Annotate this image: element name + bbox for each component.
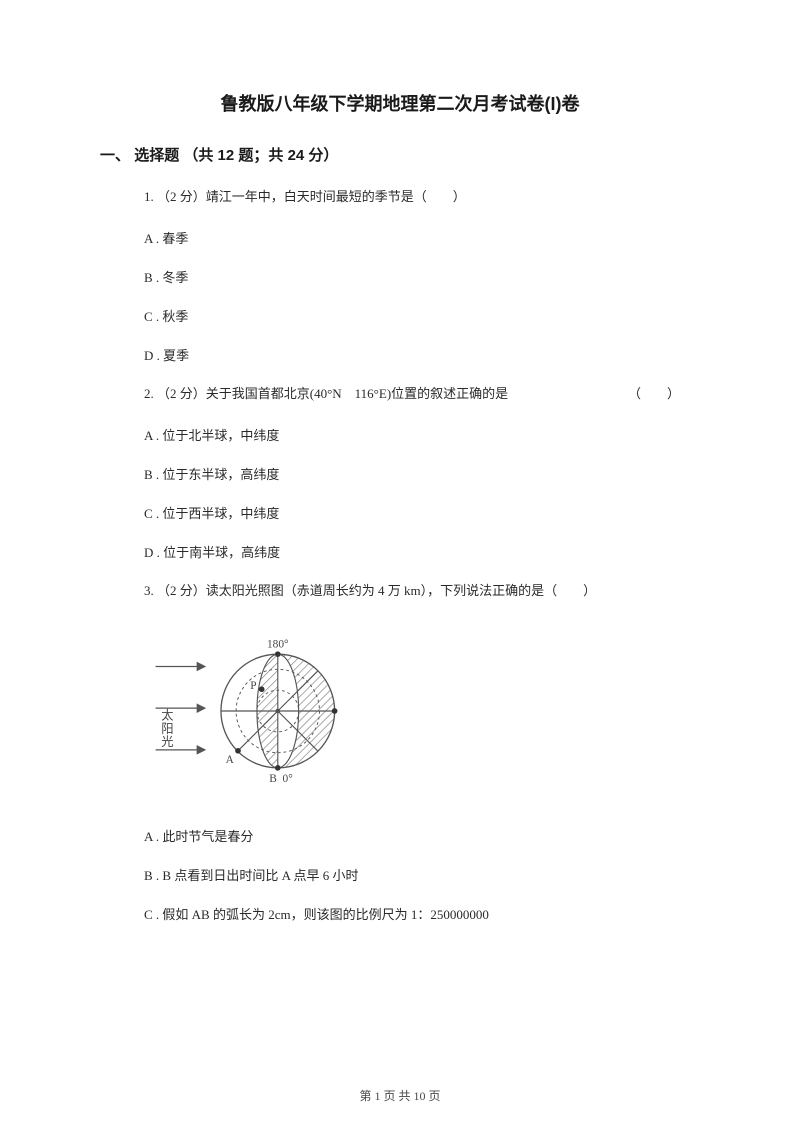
q2-option-a: A . 位于北半球，中纬度: [144, 425, 700, 444]
point-p: [259, 687, 265, 693]
q1-stem: 1. （2 分）靖江一年中，白天时间最短的季节是（ ）: [144, 187, 700, 208]
q1-option-b: B . 冬季: [144, 267, 700, 286]
point-top: [275, 652, 281, 658]
label-0: 0°: [283, 773, 293, 785]
label-sun-2: 阳: [161, 722, 173, 736]
point-right: [332, 709, 338, 715]
q2-paren: （ ）: [628, 384, 700, 405]
q1-option-d: D . 夏季: [144, 345, 700, 364]
q3-option-b: B . B 点看到日出时间比 A 点早 6 小时: [144, 865, 700, 884]
q2-option-b: B . 位于东半球，高纬度: [144, 464, 700, 483]
point-a: [235, 748, 241, 754]
q1-option-a: A . 春季: [144, 228, 700, 247]
label-a: A: [226, 754, 235, 766]
label-b: B: [269, 773, 277, 785]
q2-option-d: D . 位于南半球，高纬度: [144, 542, 700, 561]
label-180: 180°: [267, 639, 289, 651]
point-bottom: [275, 765, 281, 771]
section-number: 一、: [100, 147, 130, 164]
label-p: P: [250, 681, 256, 693]
sunlight-diagram-svg: 180° 太 阳 光 P A B 0°: [144, 621, 368, 801]
section-count: （共 12 题；共 24 分）: [183, 147, 338, 164]
q2-stem: 2. （2 分）关于我国首都北京(40°N 116°E)位置的叙述正确的是: [144, 384, 508, 405]
page-footer: 第 1 页 共 10 页: [0, 1087, 800, 1104]
q3-stem: 3. （2 分）读太阳光照图（赤道周长约为 4 万 km），下列说法正确的是（ …: [144, 581, 700, 602]
q3-option-a: A . 此时节气是春分: [144, 826, 700, 845]
exam-title: 鲁教版八年级下学期地理第二次月考试卷(I)卷: [100, 90, 700, 116]
q2-option-c: C . 位于西半球，中纬度: [144, 503, 700, 522]
q3-option-c: C . 假如 AB 的弧长为 2cm，则该图的比例尺为 1：250000000: [144, 904, 700, 923]
q1-option-c: C . 秋季: [144, 306, 700, 325]
label-sun-1: 太: [161, 708, 173, 723]
section-label: 选择题: [134, 147, 179, 164]
label-sun-3: 光: [161, 735, 173, 749]
section-header: 一、 选择题 （共 12 题；共 24 分）: [100, 144, 700, 165]
sunlight-diagram: 180° 太 阳 光 P A B 0°: [144, 621, 700, 806]
q2-stem-row: 2. （2 分）关于我国首都北京(40°N 116°E)位置的叙述正确的是 （ …: [144, 384, 700, 405]
